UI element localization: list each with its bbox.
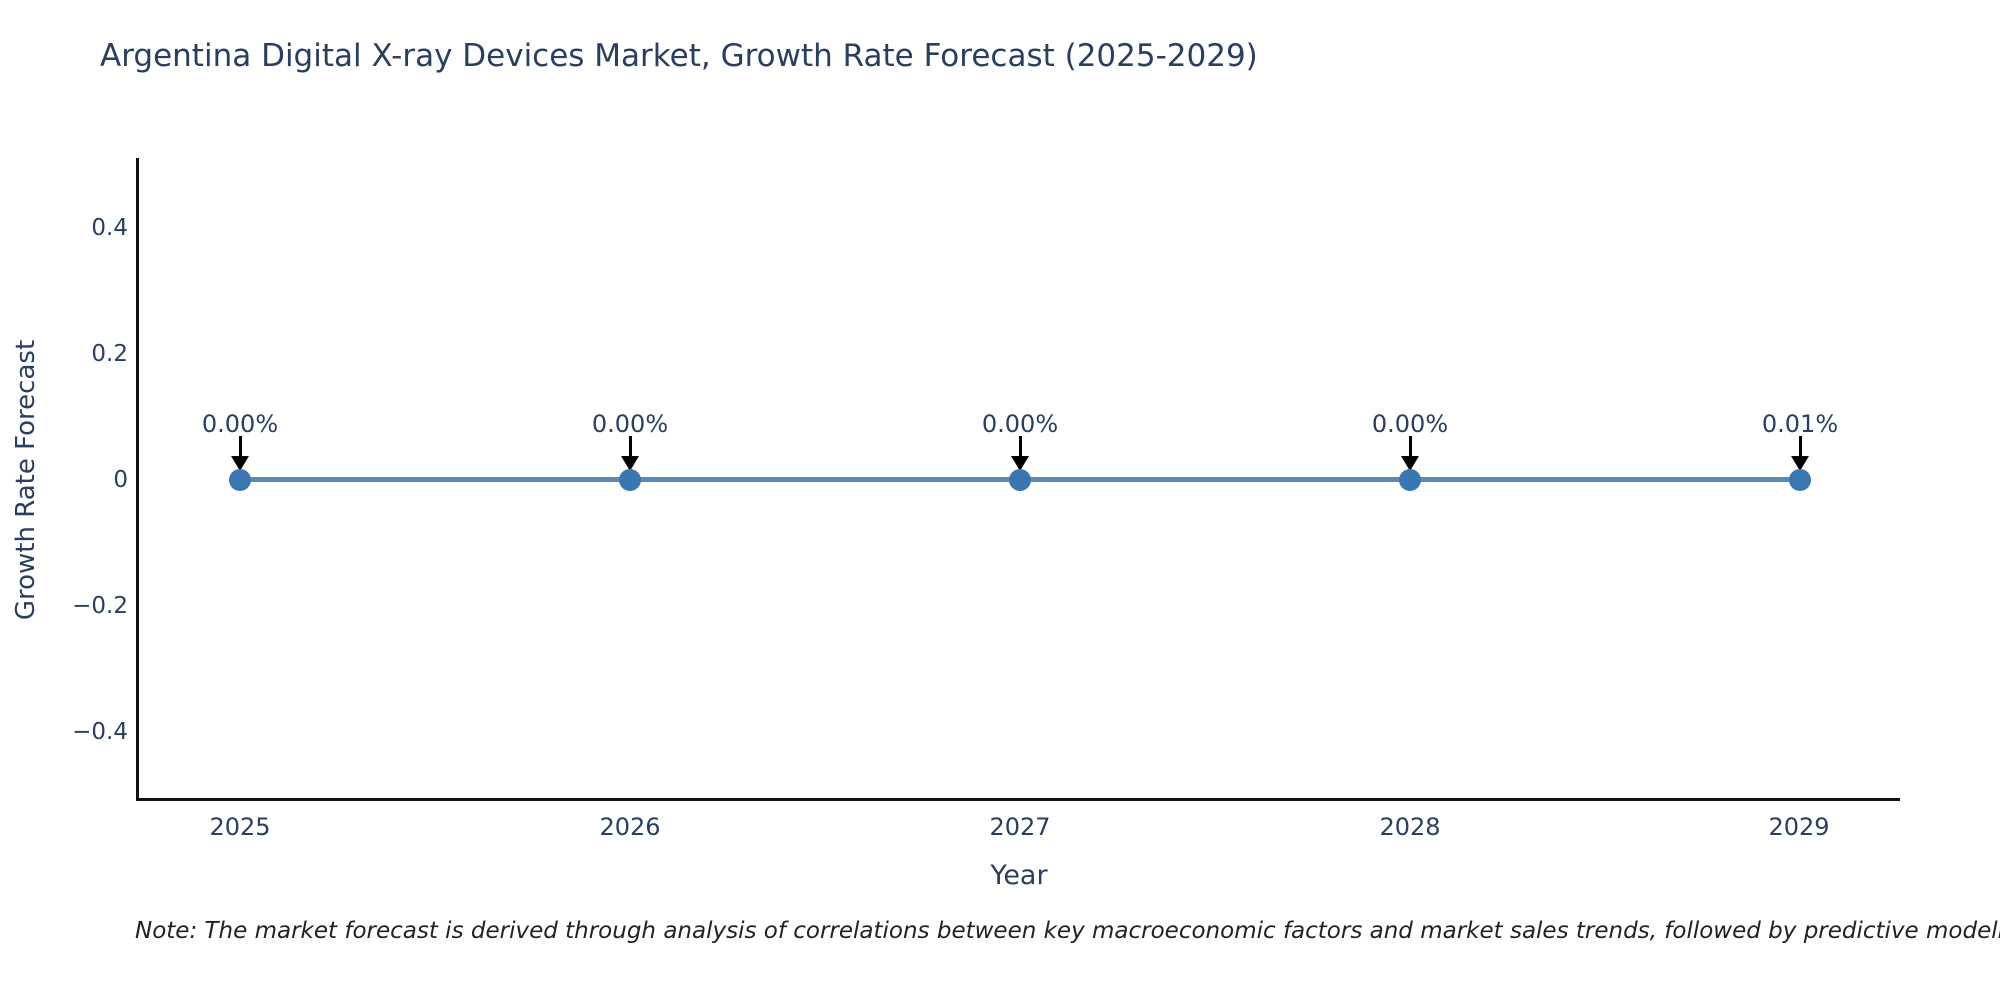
- y-tick-label: 0.2: [91, 341, 128, 367]
- y-axis-line: [136, 158, 139, 801]
- point-annotation-label: 0.00%: [981, 410, 1059, 438]
- annotation-arrowhead-icon: [621, 456, 639, 471]
- annotation-arrow-shaft: [1408, 436, 1412, 458]
- y-tick-label: 0.4: [91, 215, 128, 241]
- annotation-arrow-shaft: [1798, 436, 1802, 458]
- point-annotation-label: 0.01%: [1761, 410, 1839, 438]
- point-annotation-label: 0.00%: [591, 410, 669, 438]
- x-tick-label: 2027: [989, 813, 1051, 841]
- y-tick-label: 0: [113, 467, 128, 493]
- y-axis-title: Growth Rate Forecast: [11, 339, 41, 621]
- x-axis-title: Year: [990, 860, 1048, 891]
- point-annotation-label: 0.00%: [201, 410, 279, 438]
- y-tick-label: −0.2: [72, 593, 128, 619]
- x-axis-line: [136, 798, 1900, 801]
- x-tick-label: 2028: [1379, 813, 1441, 841]
- annotation-arrow-shaft: [628, 436, 632, 458]
- x-tick-label: 2029: [1768, 813, 1830, 841]
- y-tick-label: −0.4: [72, 719, 128, 745]
- annotation-arrowhead-icon: [1401, 456, 1419, 471]
- data-point-marker: [1009, 469, 1031, 491]
- annotation-arrowhead-icon: [1791, 456, 1809, 471]
- annotation-arrow-shaft: [1018, 436, 1022, 458]
- x-tick-label: 2025: [209, 813, 271, 841]
- footnote: Note: The market forecast is derived thr…: [135, 918, 2000, 944]
- x-tick-label: 2026: [599, 813, 661, 841]
- data-point-marker: [1789, 469, 1811, 491]
- data-point-marker: [1399, 469, 1421, 491]
- annotation-arrowhead-icon: [1011, 456, 1029, 471]
- annotation-arrow-shaft: [238, 436, 242, 458]
- data-point-marker: [229, 469, 251, 491]
- annotation-arrowhead-icon: [231, 456, 249, 471]
- point-annotation-label: 0.00%: [1371, 410, 1449, 438]
- data-point-marker: [619, 469, 641, 491]
- chart-title: Argentina Digital X-ray Devices Market, …: [100, 38, 1258, 74]
